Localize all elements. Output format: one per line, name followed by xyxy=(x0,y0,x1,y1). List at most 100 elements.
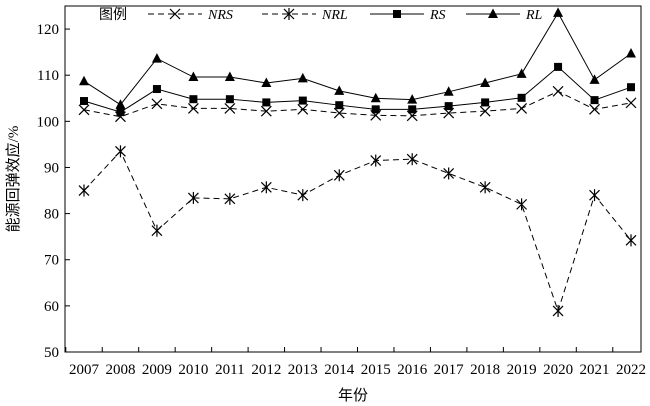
data-point xyxy=(552,304,564,317)
data-point xyxy=(297,103,309,115)
data-point xyxy=(333,169,345,182)
data-point xyxy=(151,98,163,110)
data-point xyxy=(589,189,600,202)
legend-marker xyxy=(169,8,181,20)
data-point xyxy=(552,85,564,97)
x-axis-title: 年份 xyxy=(338,387,368,404)
data-point xyxy=(187,102,199,114)
y-tick-label: 110 xyxy=(37,68,59,84)
legend-item-rl: RL xyxy=(466,8,543,23)
legend-label: NRS xyxy=(207,8,233,23)
y-tick-label: 50 xyxy=(44,345,59,361)
data-point xyxy=(479,105,491,117)
data-point xyxy=(443,86,454,96)
legend-label: NRL xyxy=(321,8,348,23)
data-point xyxy=(78,104,90,116)
data-point xyxy=(627,83,635,92)
data-point xyxy=(116,108,125,117)
data-point xyxy=(115,99,126,109)
data-point xyxy=(371,105,380,114)
data-point xyxy=(407,94,418,104)
y-axis-ticks: 50 60 70 80 90 100 110 120 xyxy=(37,22,70,361)
data-point xyxy=(298,96,307,105)
data-point xyxy=(79,75,89,86)
data-point xyxy=(625,97,637,109)
y-tick-label: 80 xyxy=(44,207,59,223)
data-point xyxy=(225,95,234,104)
data-point xyxy=(444,102,453,111)
data-point xyxy=(333,107,345,119)
data-point xyxy=(187,191,199,204)
legend-marker xyxy=(393,10,401,18)
x-tick-label: 2012 xyxy=(251,362,281,378)
series-line-rs xyxy=(83,66,632,113)
x-tick-label: 2008 xyxy=(105,362,135,378)
data-point xyxy=(224,71,235,82)
series-nrl xyxy=(78,145,637,317)
data-point xyxy=(443,167,455,180)
data-point xyxy=(554,62,563,71)
x-tick-label: 2021 xyxy=(580,362,610,378)
legend-marker xyxy=(488,8,498,18)
legend-label: RS xyxy=(429,8,446,23)
x-tick-label: 2014 xyxy=(324,362,355,378)
x-tick-label: 2022 xyxy=(616,362,646,378)
data-point xyxy=(297,72,308,83)
legend-marker xyxy=(283,8,295,20)
data-point xyxy=(224,102,236,114)
data-point xyxy=(152,85,161,94)
x-tick-label: 2010 xyxy=(178,362,208,378)
y-axis-title: 能源回弹效应/% xyxy=(4,126,22,233)
data-point xyxy=(516,102,528,114)
legend-label: RL xyxy=(525,8,543,23)
y-tick-label: 60 xyxy=(44,299,59,315)
data-point xyxy=(151,224,163,237)
data-point xyxy=(151,53,162,63)
plot-border xyxy=(64,5,642,353)
x-tick-label: 2011 xyxy=(215,362,244,378)
x-axis-ticks: 2007 2008 2009 2010 2011 2012 2013 2014 2015 2016… xyxy=(65,347,646,378)
x-tick-label: 2019 xyxy=(507,362,537,378)
data-point xyxy=(479,181,491,194)
x-tick-label: 2020 xyxy=(543,362,573,378)
data-point xyxy=(516,68,527,78)
series-line-nrl xyxy=(83,150,632,313)
data-point xyxy=(261,77,272,88)
legend-item-nrs: NRS xyxy=(148,8,233,23)
legend-item-rs: RS xyxy=(370,8,446,23)
data-point xyxy=(334,85,345,95)
y-tick-label: 100 xyxy=(37,114,60,130)
series-line-nrs xyxy=(83,90,632,118)
data-point xyxy=(517,93,526,102)
data-point xyxy=(260,181,272,194)
y-tick-label: 70 xyxy=(44,253,59,269)
data-point xyxy=(590,96,599,105)
plot-frame xyxy=(64,5,642,353)
data-point xyxy=(625,234,637,247)
series-line-rl xyxy=(83,11,632,106)
legend-title: 图例 xyxy=(99,7,127,23)
data-point xyxy=(335,101,344,110)
data-point xyxy=(406,153,418,166)
data-point xyxy=(481,98,490,107)
data-point xyxy=(189,95,198,104)
y-tick-label: 120 xyxy=(37,22,60,38)
data-point xyxy=(262,98,271,107)
x-tick-label: 2013 xyxy=(288,362,318,378)
x-tick-label: 2018 xyxy=(470,362,500,378)
data-point xyxy=(80,97,88,106)
data-point xyxy=(78,184,90,197)
data-point xyxy=(370,92,381,103)
data-point xyxy=(370,154,382,167)
y-tick-label: 90 xyxy=(44,160,59,176)
legend-item-nrl: NRL xyxy=(262,8,348,23)
data-point xyxy=(297,189,309,202)
data-point xyxy=(224,192,236,205)
data-point xyxy=(626,48,636,58)
x-tick-label: 2009 xyxy=(142,362,172,378)
data-point xyxy=(408,105,417,114)
data-point xyxy=(553,7,564,17)
legend: 图例 NRS NRL RS RL xyxy=(99,7,543,23)
data-point xyxy=(188,71,199,82)
